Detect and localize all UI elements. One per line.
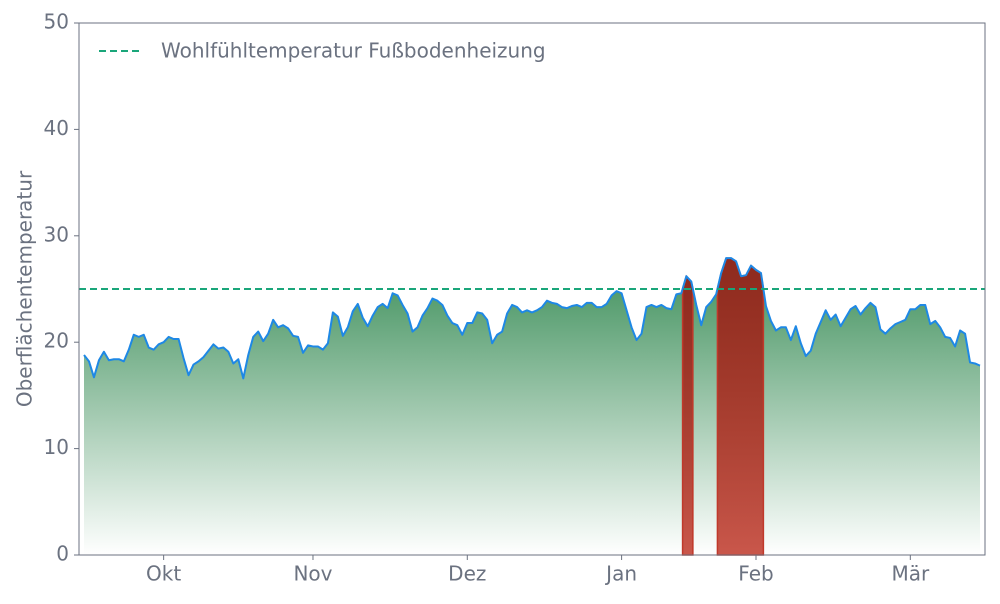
legend-label: Wohlfühltemperatur Fußbodenheizung — [161, 39, 546, 63]
x-tick-label: Dez — [448, 562, 486, 586]
y-tick-label: 50 — [44, 10, 69, 34]
plot-frame — [78, 22, 986, 556]
y-tick-label: 10 — [44, 435, 69, 459]
x-tick-label: Nov — [293, 562, 332, 586]
area — [84, 258, 980, 555]
x-tick-label: Okt — [146, 562, 181, 586]
x-tick-label: Feb — [738, 562, 773, 586]
y-tick-label: 20 — [44, 329, 69, 353]
y-axis-label: Oberflächentemperatur — [13, 170, 37, 407]
y-tick-label: 30 — [44, 222, 69, 246]
plot-area — [79, 257, 985, 556]
line — [83, 257, 981, 380]
highlight-area — [716, 257, 765, 556]
x-tick-label: Jan — [604, 562, 637, 586]
x-tick-label: Mär — [891, 562, 930, 586]
y-tick-label: 0 — [56, 542, 69, 566]
y-tick-label: 40 — [44, 116, 69, 140]
highlight-area — [681, 274, 694, 556]
